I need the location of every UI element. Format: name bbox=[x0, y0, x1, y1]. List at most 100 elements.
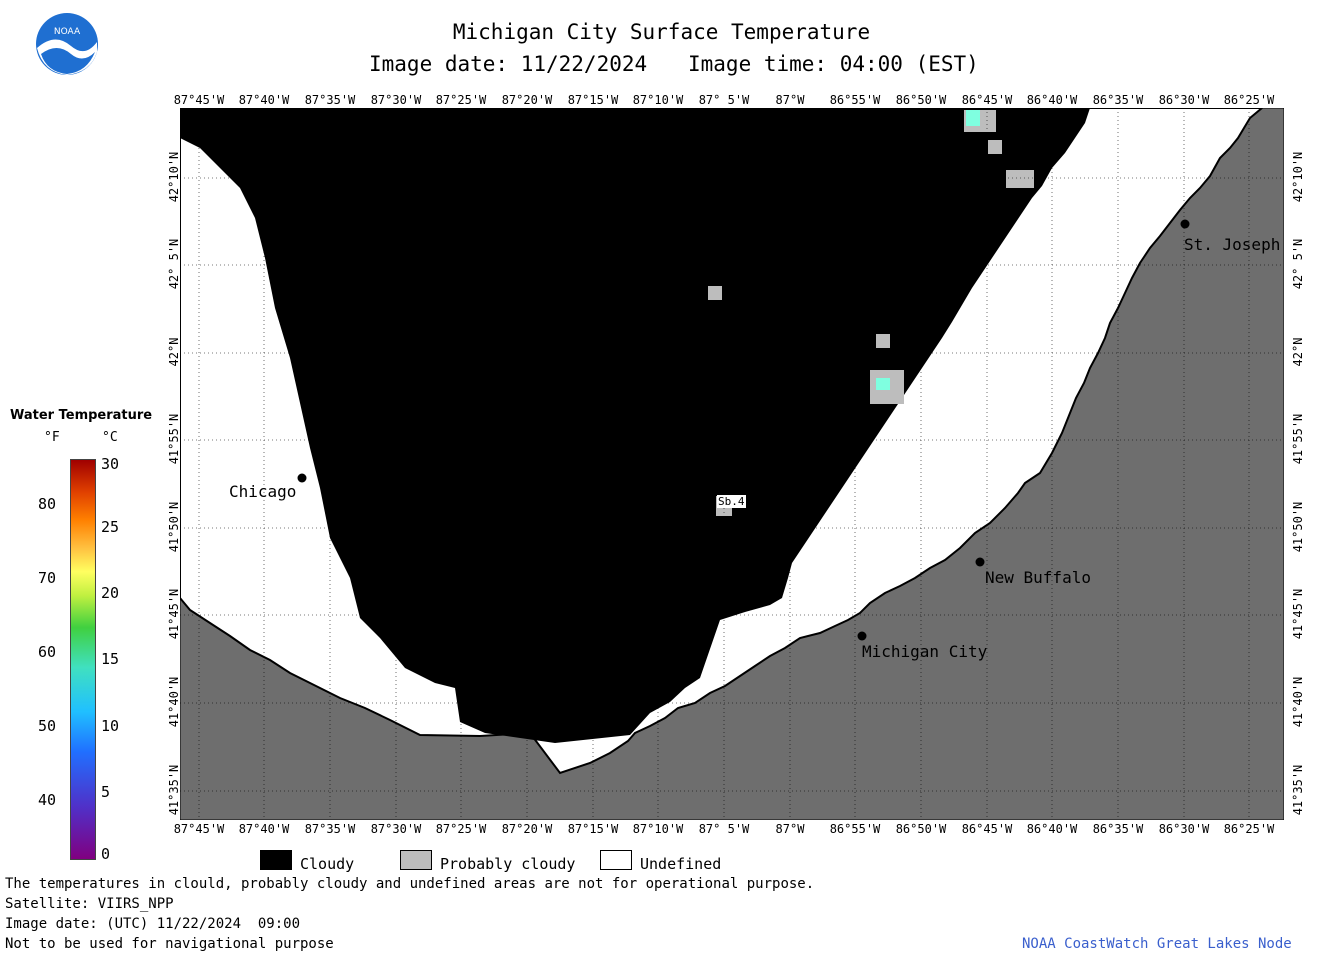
lon-label: 87°15'W bbox=[567, 822, 619, 836]
lon-label: 86°55'W bbox=[829, 822, 881, 836]
lat-label: 41°45'N bbox=[1291, 588, 1305, 640]
legend-f-tick: 40 bbox=[38, 791, 57, 809]
lon-label: 87° 5'W bbox=[698, 93, 750, 107]
probably-cloudy-patch bbox=[708, 286, 722, 300]
lon-label: 86°30'W bbox=[1158, 822, 1210, 836]
footer-disclaimer: The temperatures in clould, probably clo… bbox=[5, 876, 815, 892]
lat-label: 42°N bbox=[1291, 337, 1305, 367]
legend-unit-c: °C bbox=[102, 430, 118, 445]
lon-label: 86°50'W bbox=[895, 93, 947, 107]
city-marker-new-buffalo bbox=[975, 557, 985, 567]
lat-label: 41°45'N bbox=[167, 588, 181, 640]
lat-label: 41°40'N bbox=[167, 676, 181, 728]
city-label-new-buffalo: New Buffalo bbox=[985, 568, 1091, 587]
legend-unit-f: °F bbox=[44, 430, 60, 445]
lon-label: 87°40'W bbox=[238, 93, 290, 107]
probably-cloudy-patch bbox=[988, 140, 1002, 154]
lat-label: 41°55'N bbox=[1291, 413, 1305, 465]
lat-label: 41°50'N bbox=[1291, 501, 1305, 553]
lon-label: 87°10'W bbox=[632, 93, 684, 107]
temperature-colorbar bbox=[70, 459, 96, 860]
water-temp-patch bbox=[876, 378, 890, 390]
footer-utc-date: Image date: (UTC) 11/22/2024 09:00 bbox=[5, 916, 301, 932]
lon-label: 86°40'W bbox=[1026, 93, 1078, 107]
key-swatch-cloudy bbox=[260, 850, 292, 870]
probably-cloudy-patch bbox=[876, 334, 890, 348]
footer-credit: NOAA CoastWatch Great Lakes Node bbox=[1022, 936, 1292, 952]
lon-label: 87°35'W bbox=[304, 93, 356, 107]
city-label-st-joseph: St. Joseph bbox=[1184, 235, 1281, 254]
lon-label: 86°25'W bbox=[1223, 822, 1275, 836]
graticule bbox=[180, 108, 1284, 820]
legend-f-tick: 50 bbox=[38, 717, 57, 735]
cloud-mask bbox=[180, 108, 1090, 743]
lat-label: 41°40'N bbox=[1291, 676, 1305, 728]
lon-label: 87°25'W bbox=[435, 93, 487, 107]
legend-f-tick: 60 bbox=[38, 643, 57, 661]
lon-label: 86°45'W bbox=[961, 93, 1013, 107]
lon-label: 86°45'W bbox=[961, 822, 1013, 836]
lon-label: 86°25'W bbox=[1223, 93, 1275, 107]
key-label-probably-cloudy: Probably cloudy bbox=[440, 855, 576, 873]
city-label-michigan-city: Michigan City bbox=[862, 642, 988, 661]
logo-text: NOAA bbox=[54, 27, 81, 37]
legend-c-tick: 5 bbox=[101, 783, 111, 801]
lon-label: 87°40'W bbox=[238, 822, 290, 836]
legend-c-tick: 30 bbox=[101, 455, 120, 473]
image-time: Image time: 04:00 (EST) bbox=[688, 52, 979, 76]
probably-cloudy-patch bbox=[1006, 170, 1034, 188]
legend-c-tick: 25 bbox=[101, 518, 120, 536]
legend-c-tick: 20 bbox=[101, 584, 120, 602]
footer-satellite: Satellite: VIIRS_NPP bbox=[5, 896, 174, 912]
lon-label: 87°45'W bbox=[173, 93, 225, 107]
lon-label: 87°45'W bbox=[173, 822, 225, 836]
key-label-undefined: Undefined bbox=[640, 855, 722, 873]
lon-label: 86°50'W bbox=[895, 822, 947, 836]
lat-label: 42° 5'N bbox=[167, 238, 181, 290]
lon-label: 87°20'W bbox=[501, 93, 553, 107]
lon-label: 86°30'W bbox=[1158, 93, 1210, 107]
lon-label: 87°30'W bbox=[370, 93, 422, 107]
lat-label: 42°N bbox=[167, 337, 181, 367]
lon-label: 87°10'W bbox=[632, 822, 684, 836]
lon-label: 87°35'W bbox=[304, 822, 356, 836]
key-swatch-undefined bbox=[600, 850, 632, 870]
key-swatch-probably-cloudy bbox=[400, 850, 432, 870]
city-label-chicago: Chicago bbox=[229, 482, 297, 501]
legend-f-tick: 70 bbox=[38, 569, 57, 587]
legend-c-tick: 15 bbox=[101, 650, 120, 668]
lat-label: 42° 5'N bbox=[1291, 238, 1305, 290]
lon-label: 86°35'W bbox=[1092, 822, 1144, 836]
city-marker-chicago bbox=[297, 473, 307, 483]
lon-label: 87°W bbox=[775, 822, 805, 836]
city-marker-michigan-city bbox=[857, 631, 867, 641]
water-temp-patch bbox=[966, 110, 980, 126]
map-area bbox=[180, 108, 1284, 820]
noaa-logo: NOAA bbox=[36, 13, 98, 75]
legend-c-tick: 0 bbox=[101, 845, 111, 863]
lon-label: 87°W bbox=[775, 93, 805, 107]
lat-label: 41°35'N bbox=[1291, 764, 1305, 816]
lon-label: 86°55'W bbox=[829, 93, 881, 107]
lat-label: 41°50'N bbox=[167, 501, 181, 553]
lat-label: 41°35'N bbox=[167, 764, 181, 816]
lon-label: 87°15'W bbox=[567, 93, 619, 107]
lon-label: 87°20'W bbox=[501, 822, 553, 836]
image-date: Image date: 11/22/2024 bbox=[369, 52, 648, 76]
legend-f-tick: 80 bbox=[38, 495, 57, 513]
legend-title: Water Temperature bbox=[10, 408, 153, 423]
lat-label: 42°10'N bbox=[167, 151, 181, 203]
lon-label: 87°25'W bbox=[435, 822, 487, 836]
lon-label: 87° 5'W bbox=[698, 822, 750, 836]
lat-label: 42°10'N bbox=[1291, 151, 1305, 203]
lat-label: 41°55'N bbox=[167, 413, 181, 465]
key-label-cloudy: Cloudy bbox=[300, 855, 355, 873]
lon-label: 86°35'W bbox=[1092, 93, 1144, 107]
footer-nav-warning: Not to be used for navigational purpose bbox=[5, 936, 334, 952]
legend-c-tick: 10 bbox=[101, 717, 120, 735]
lon-label: 87°30'W bbox=[370, 822, 422, 836]
station-label: Sb.4 bbox=[717, 495, 746, 508]
city-marker-st-joseph bbox=[1180, 219, 1190, 229]
lon-label: 86°40'W bbox=[1026, 822, 1078, 836]
page-title: Michigan City Surface Temperature bbox=[452, 20, 871, 44]
